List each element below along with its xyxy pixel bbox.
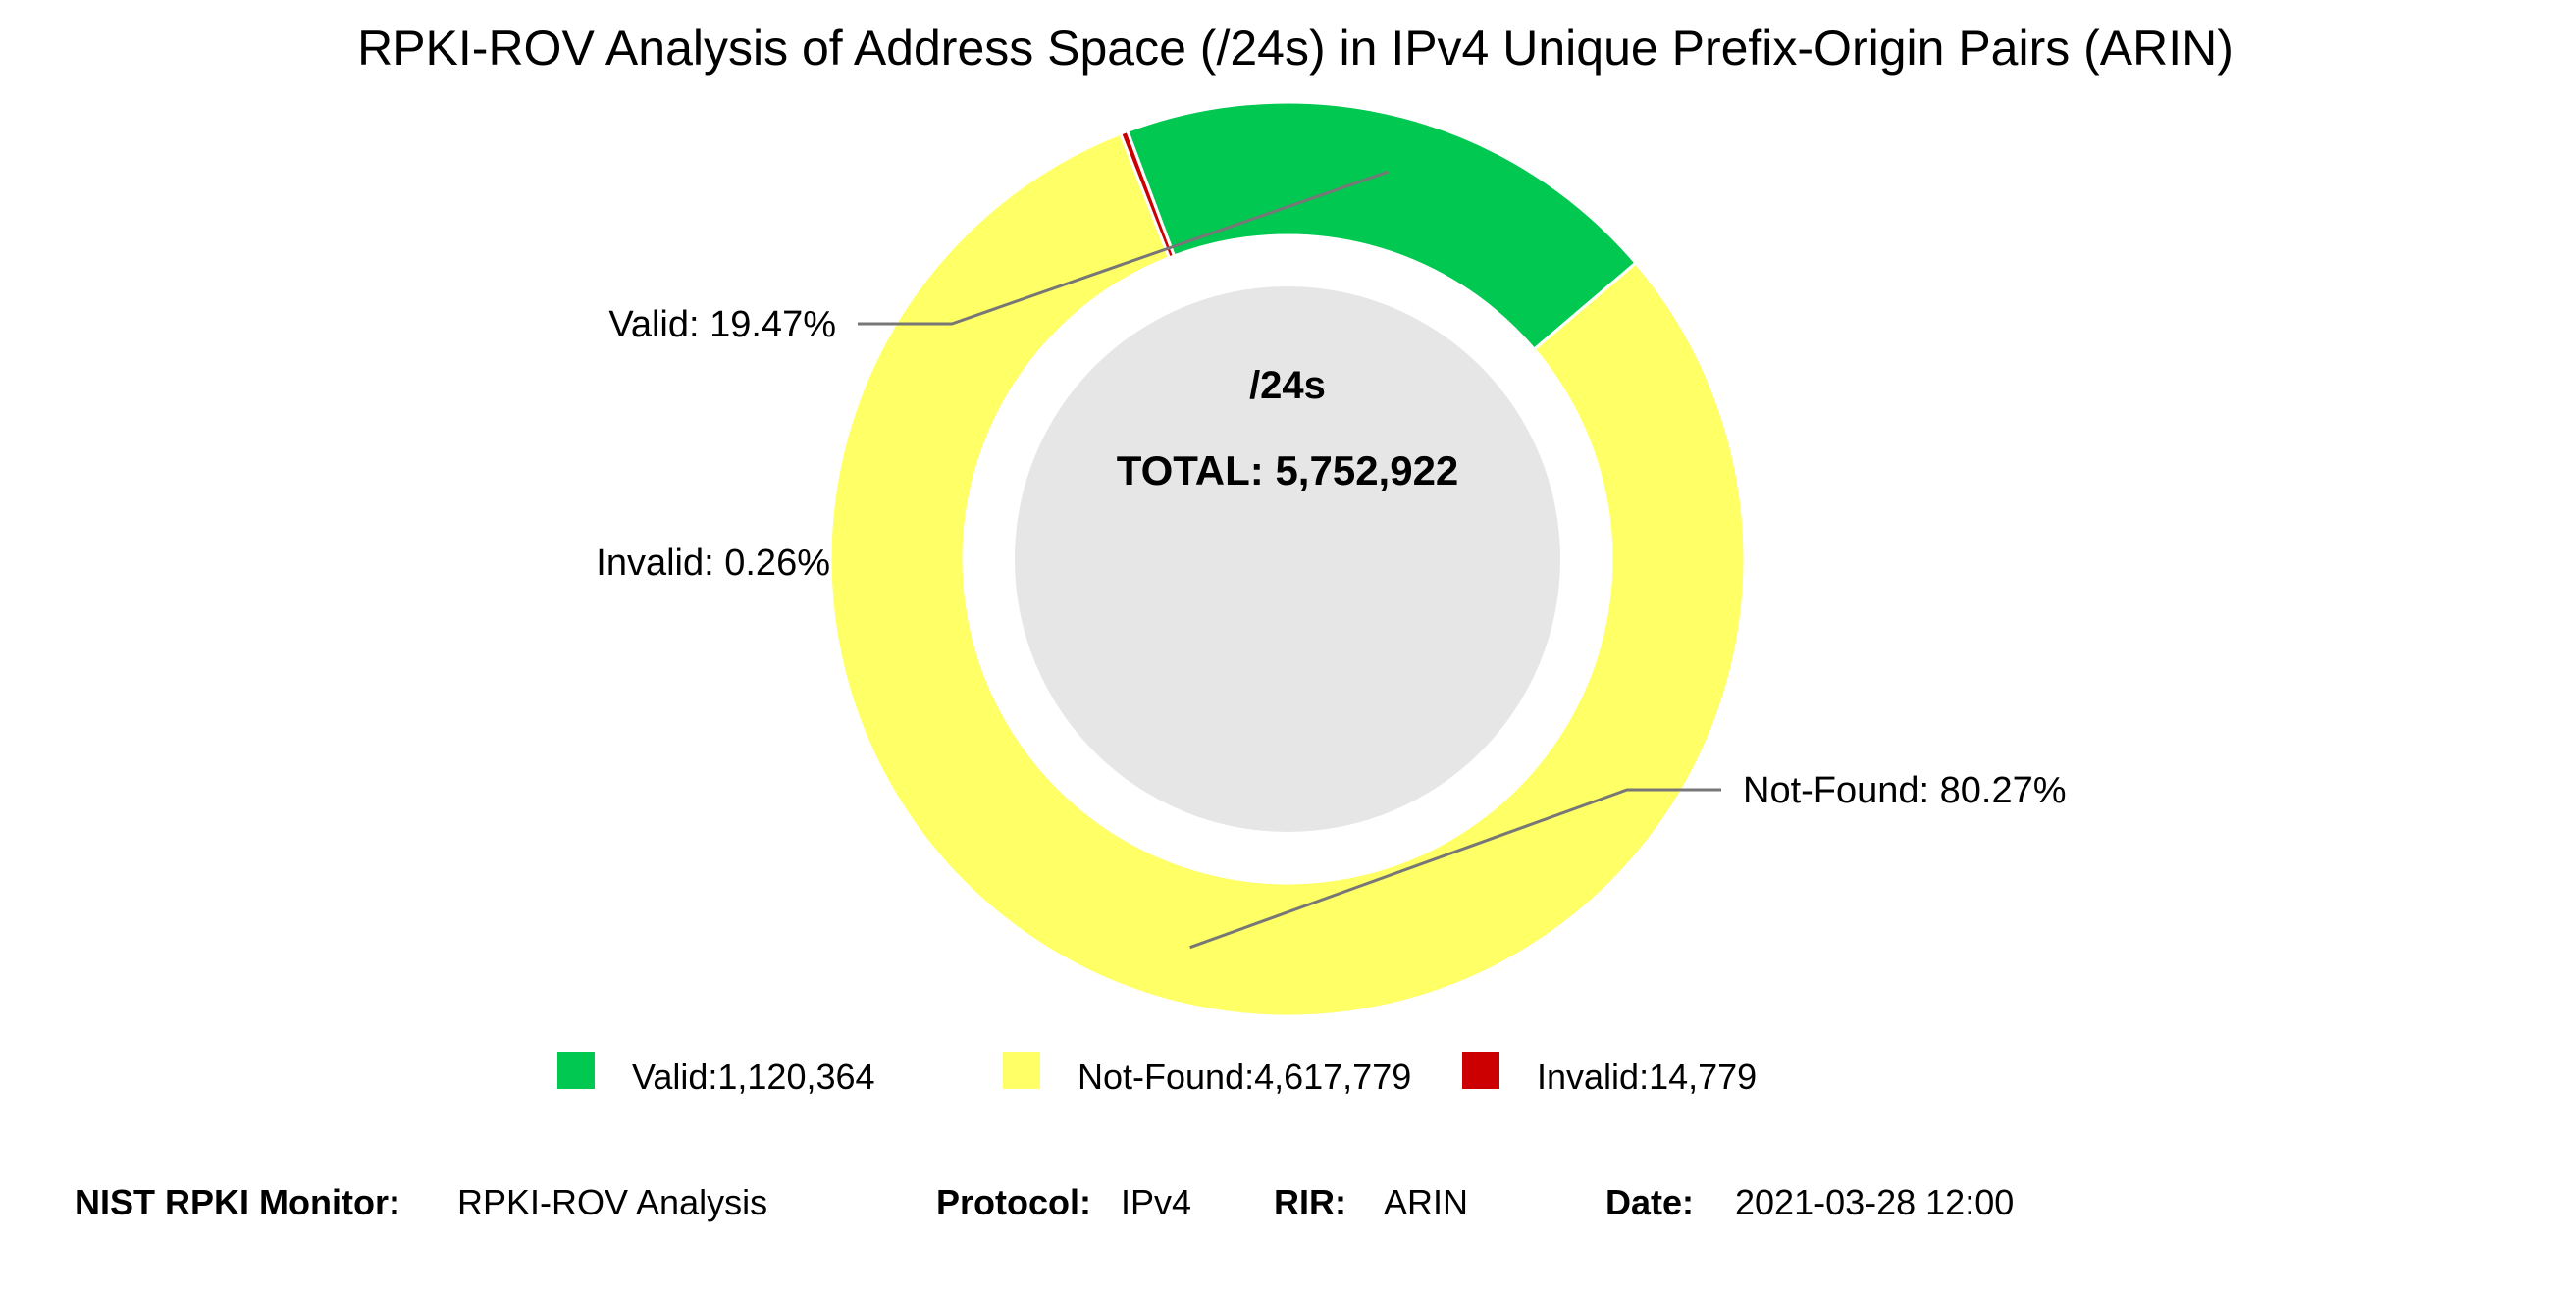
- footer-monitor-label: NIST RPKI Monitor:: [75, 1182, 400, 1222]
- footer-protocol-value: IPv4: [1121, 1182, 1191, 1222]
- leader-line-valid: [858, 170, 1390, 326]
- chart-title: RPKI-ROV Analysis of Address Space (/24s…: [357, 21, 2234, 76]
- footer-date-value: 2021-03-28 12:00: [1735, 1182, 2014, 1222]
- center-disc: [1015, 286, 1560, 832]
- center-total-label: TOTAL: 5,752,922: [1117, 447, 1459, 493]
- footer-rir-label: RIR:: [1274, 1182, 1346, 1222]
- center-unit-label: /24s: [1249, 364, 1326, 407]
- legend: Valid:1,120,364 Not-Found:4,617,779 Invali…: [557, 1052, 1757, 1097]
- footer-protocol-label: Protocol:: [936, 1182, 1091, 1222]
- slice-valid[interactable]: [1125, 100, 1639, 352]
- slices-layer: [828, 100, 1747, 1018]
- slice-label-not-found: Not-Found: 80.27%: [1743, 770, 2067, 811]
- legend-label-valid[interactable]: Valid:1,120,364: [632, 1057, 875, 1097]
- footer: NIST RPKI Monitor: RPKI-ROV Analysis Pro…: [75, 1182, 2014, 1222]
- legend-label-not-found[interactable]: Not-Found:4,617,779: [1078, 1057, 1411, 1097]
- footer-rir-value: ARIN: [1384, 1182, 1468, 1222]
- slice-label-invalid: Invalid: 0.26%: [596, 543, 830, 584]
- footer-date-label: Date:: [1605, 1182, 1694, 1222]
- slice-labels-layer: Valid: 19.47% Not-Found: 80.27% Invalid: 0…: [596, 170, 2067, 950]
- slice-not-found[interactable]: [828, 131, 1747, 1018]
- legend-swatch-invalid: [1462, 1052, 1499, 1089]
- slice-invalid[interactable]: [1118, 129, 1177, 260]
- leader-line-not-found: [1189, 788, 1721, 950]
- slice-label-valid: Valid: 19.47%: [608, 304, 836, 345]
- legend-label-invalid[interactable]: Invalid:14,779: [1537, 1057, 1757, 1097]
- footer-monitor-value: RPKI-ROV Analysis: [457, 1182, 767, 1222]
- legend-swatch-valid: [557, 1052, 595, 1089]
- legend-swatch-not-found: [1003, 1052, 1040, 1089]
